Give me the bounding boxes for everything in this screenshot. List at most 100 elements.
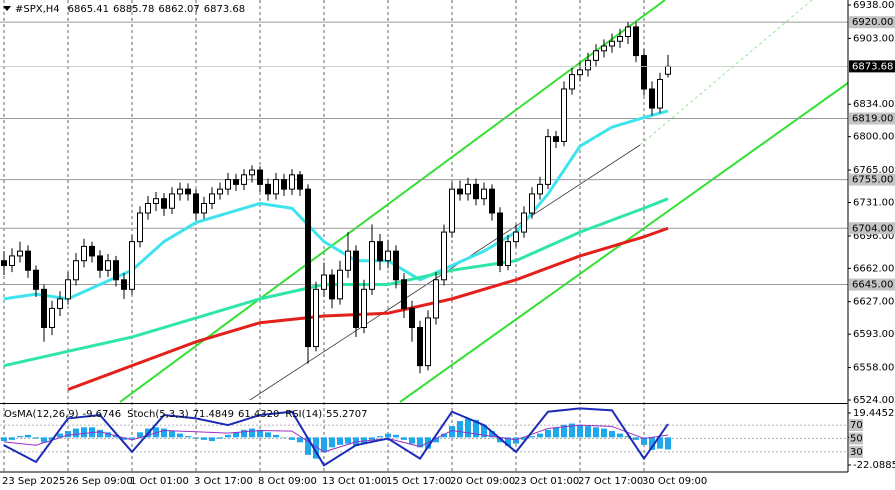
- osma-bar: [401, 437, 407, 440]
- stoch-signal: 61.4320: [238, 409, 279, 420]
- osma-bar: [313, 437, 319, 459]
- osma-bar: [505, 437, 511, 447]
- osma-bar: [233, 432, 239, 438]
- price-panel: [0, 21, 848, 391]
- rsi-value: 55.2707: [326, 409, 367, 420]
- candle-body: [625, 26, 631, 37]
- candle-body: [497, 212, 503, 266]
- collapse-arrow[interactable]: [3, 6, 11, 11]
- moving-average: [67, 226, 669, 391]
- y-tick-label: 6765.00: [853, 165, 894, 176]
- indicator-panel: [0, 407, 851, 467]
- candle-body: [73, 260, 79, 281]
- candle-body: [561, 88, 567, 142]
- indicator-header: OsMA(12,26,9) -9.6746 Stoch(5,3,3) 71.4849 6…: [4, 409, 367, 420]
- osma-bar: [377, 436, 383, 438]
- candle-body: [521, 212, 527, 233]
- oscillator-tick-label: 30: [850, 447, 863, 458]
- candle-body: [465, 183, 471, 195]
- osma-bar: [321, 437, 327, 453]
- trend-line-extension: [639, 0, 813, 146]
- candle-body: [353, 250, 359, 328]
- y-tick-label: 6938.00: [853, 0, 894, 11]
- osma-bar: [553, 427, 559, 438]
- stoch-line: [3, 407, 669, 467]
- osma-bar: [97, 429, 103, 438]
- candle-body: [417, 326, 423, 367]
- osma-bar: [489, 431, 495, 438]
- osma-bar: [641, 437, 647, 445]
- osma-bar: [657, 437, 663, 449]
- y-tick-label: 6524.00: [853, 395, 894, 406]
- candle-body: [345, 250, 351, 271]
- candle-body: [17, 250, 23, 257]
- osma-bar: [329, 437, 335, 448]
- osma-bar: [305, 437, 311, 455]
- y-tick-label: 6696.00: [853, 231, 894, 242]
- candle-body: [425, 317, 431, 367]
- header-high: 6885.78: [113, 4, 154, 15]
- osma-bar: [201, 437, 207, 440]
- osma-bar: [609, 431, 615, 438]
- oscillator-label-box: [849, 445, 863, 458]
- osma-bar: [209, 437, 215, 442]
- osma-bar: [57, 433, 63, 438]
- level-label-box: [849, 173, 895, 186]
- osma-bar: [257, 429, 263, 438]
- level-label-box: [849, 16, 895, 29]
- osma-bar: [73, 428, 79, 438]
- candle-body: [313, 288, 319, 348]
- candle-body: [641, 55, 647, 90]
- candle-body: [89, 245, 95, 257]
- osma-bar: [185, 436, 191, 438]
- candle-body: [481, 188, 487, 200]
- candle-body: [209, 193, 215, 204]
- candle-body: [233, 179, 239, 185]
- candle-body: [537, 183, 543, 195]
- osma-bar: [17, 436, 23, 438]
- oscillator-label-box: [849, 419, 863, 432]
- x-tick-label: 26 Sep 09:00: [66, 476, 133, 487]
- x-tick-label: 23 Oct 01:00: [514, 476, 579, 487]
- osma-bar: [585, 426, 591, 438]
- candle-body: [113, 260, 119, 281]
- osma-bar: [633, 437, 639, 440]
- osma-bar: [297, 437, 303, 443]
- level-label: 6920.00: [852, 17, 893, 28]
- level-label: 6645.00: [852, 280, 893, 291]
- osma-bar: [249, 428, 255, 438]
- candle-body: [409, 307, 415, 328]
- x-tick-label: 15 Oct 17:00: [386, 476, 451, 487]
- candle-body: [505, 241, 511, 266]
- osma-bar: [121, 437, 127, 440]
- candle-body: [337, 269, 343, 300]
- candle-body: [385, 250, 391, 262]
- symbol: #SPX,H4: [15, 4, 60, 15]
- header-close: 6873.68: [204, 4, 245, 15]
- y-tick-label: 6627.00: [853, 297, 894, 308]
- rsi-line: [3, 424, 669, 453]
- osma-bar: [1, 437, 7, 442]
- osma-bar: [473, 419, 479, 438]
- candle-body: [281, 179, 287, 190]
- candle-body: [585, 59, 591, 71]
- y-tick-label: 6731.00: [853, 198, 894, 209]
- osma-bar: [393, 434, 399, 438]
- osma-bar: [545, 429, 551, 438]
- osma-bar: [521, 437, 527, 440]
- rsi-label: RSI(14): [285, 409, 322, 420]
- osma-bar: [537, 433, 543, 438]
- osma-label: OsMA(12,26,9): [4, 409, 79, 420]
- osma-bar: [9, 437, 15, 440]
- osma-bar: [289, 437, 295, 440]
- osma-tick-label: -22.0885: [853, 460, 895, 471]
- osma-bar: [105, 432, 111, 438]
- candle-body: [153, 198, 159, 204]
- candle-body: [329, 274, 335, 300]
- candle-body: [97, 255, 103, 271]
- candle-body: [185, 188, 191, 195]
- candle-body: [609, 40, 615, 47]
- osma-bar: [441, 433, 447, 438]
- osma-bar: [561, 424, 567, 438]
- level-label: 6755.00: [852, 175, 893, 186]
